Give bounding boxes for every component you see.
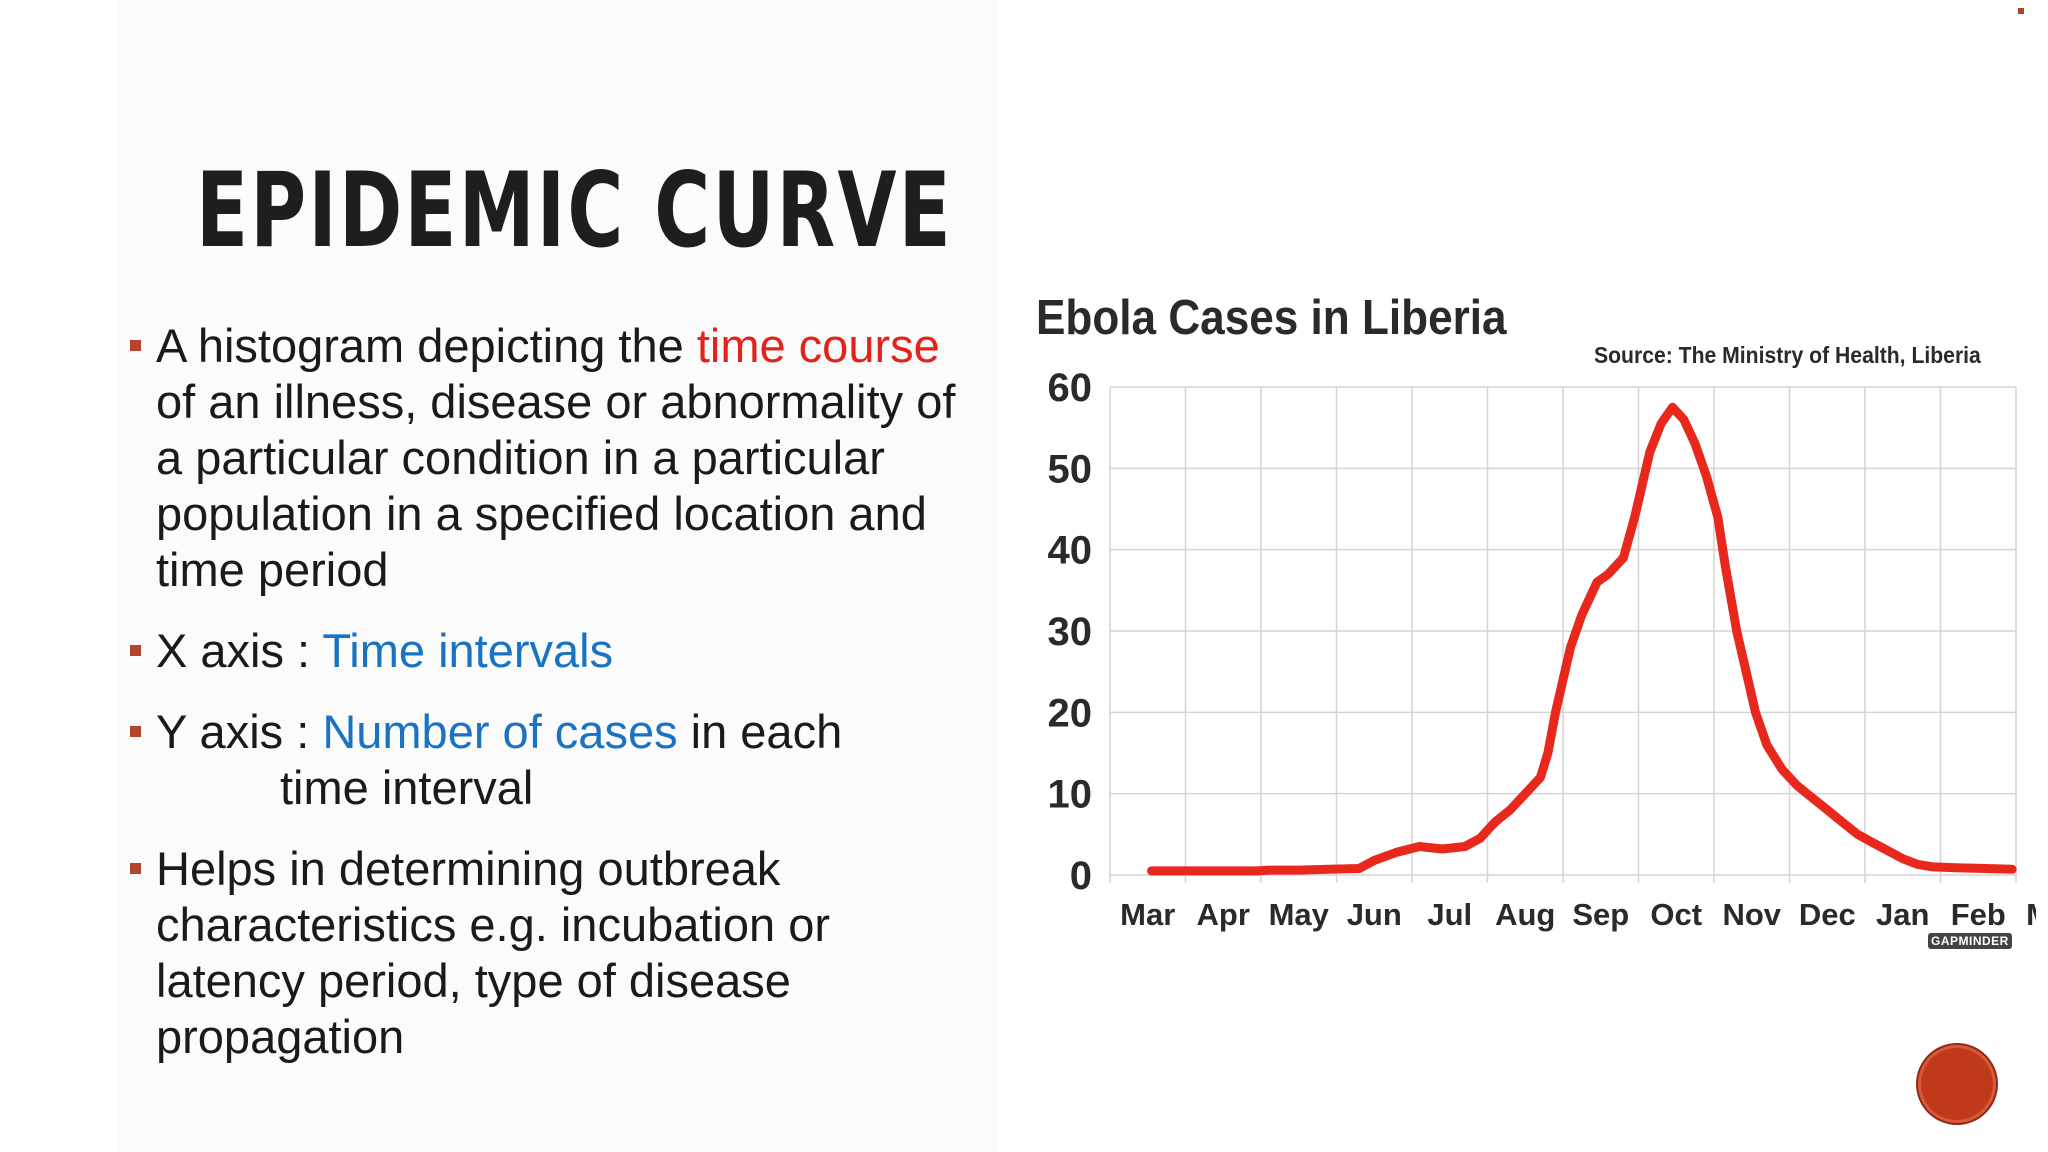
- slide-text-panel: [118, 0, 998, 1152]
- y-tick-label: 0: [1070, 854, 1092, 898]
- chart-series: [1147, 402, 2017, 876]
- x-tick-label: Nov: [1722, 897, 1781, 932]
- x-tick-label: Aug: [1495, 897, 1555, 932]
- x-tick-label: Jun: [1347, 897, 1402, 932]
- ebola-cases-line-chart: 0 10 20 30 40 50 60 Mar Apr May Jun Jul Aug Sep Oct Nov…: [1048, 366, 2037, 932]
- bullet-text: X axis :: [156, 624, 323, 677]
- bullet-text: in each: [677, 705, 843, 758]
- bullet-marker-icon: [130, 340, 141, 351]
- highlight-time-intervals: Time intervals: [322, 624, 614, 677]
- bullet-text: Helps in determining outbreak characteri…: [156, 842, 830, 1063]
- x-tick-label: Apr: [1197, 897, 1250, 932]
- bullet-item-y-axis: Y axis : Number of cases in each time in…: [130, 704, 990, 816]
- bullet-item-definition: A histogram depicting the time course of…: [130, 318, 990, 598]
- bullet-marker-icon: [130, 863, 141, 874]
- bullet-list: A histogram depicting the time course of…: [130, 318, 990, 1090]
- bullet-item-x-axis: X axis : Time intervals: [130, 623, 990, 679]
- highlight-number-of-cases: Number of cases: [322, 705, 678, 758]
- chart-title: Ebola Cases in Liberia: [1036, 291, 1507, 345]
- x-tick-label: Sep: [1572, 897, 1629, 932]
- x-tick-label: Dec: [1799, 897, 1856, 932]
- x-tick-label: Jan: [1876, 897, 1929, 932]
- x-tick-label: May: [1269, 897, 1330, 932]
- x-tick-label: Jul: [1427, 897, 1472, 932]
- chart-source: Source: The Ministry of Health, Liberia: [1594, 342, 1981, 368]
- y-tick-label: 20: [1048, 691, 1093, 735]
- bullet-item-purpose: Helps in determining outbreak characteri…: [130, 841, 990, 1065]
- y-tick-label: 50: [1048, 447, 1093, 491]
- bullet-marker-icon: [130, 726, 141, 737]
- chart-tick-labels: 0 10 20 30 40 50 60 Mar Apr May Jun Jul Aug Sep Oct Nov…: [1048, 366, 2037, 932]
- chart-grid: [1109, 386, 2017, 883]
- y-tick-label: 60: [1048, 366, 1093, 410]
- highlight-time-course: time course: [696, 319, 940, 372]
- gapminder-watermark: GAPMINDER: [1928, 933, 2012, 949]
- slide-title: EPIDEMIC CURVE: [196, 151, 953, 271]
- x-tick-label: Feb: [1951, 897, 2006, 932]
- x-tick-label: Mar: [2026, 897, 2036, 932]
- slide-badge-icon: [1918, 1045, 1996, 1123]
- bullet-text: A histogram depicting the: [156, 319, 697, 372]
- y-tick-label: 40: [1048, 529, 1093, 573]
- x-tick-label: Oct: [1650, 897, 1702, 932]
- bullet-marker-icon: [130, 645, 141, 656]
- bullet-continuation: time interval: [280, 761, 534, 814]
- x-tick-label: Mar: [1120, 897, 1175, 932]
- y-tick-label: 10: [1048, 773, 1093, 817]
- series-line: [1147, 402, 2017, 876]
- bullet-text: Y axis :: [156, 705, 323, 758]
- y-tick-label: 30: [1048, 610, 1093, 654]
- corner-accent-mark: [2018, 8, 2024, 14]
- bullet-text: of an illness, disease or abnormality of…: [156, 375, 956, 596]
